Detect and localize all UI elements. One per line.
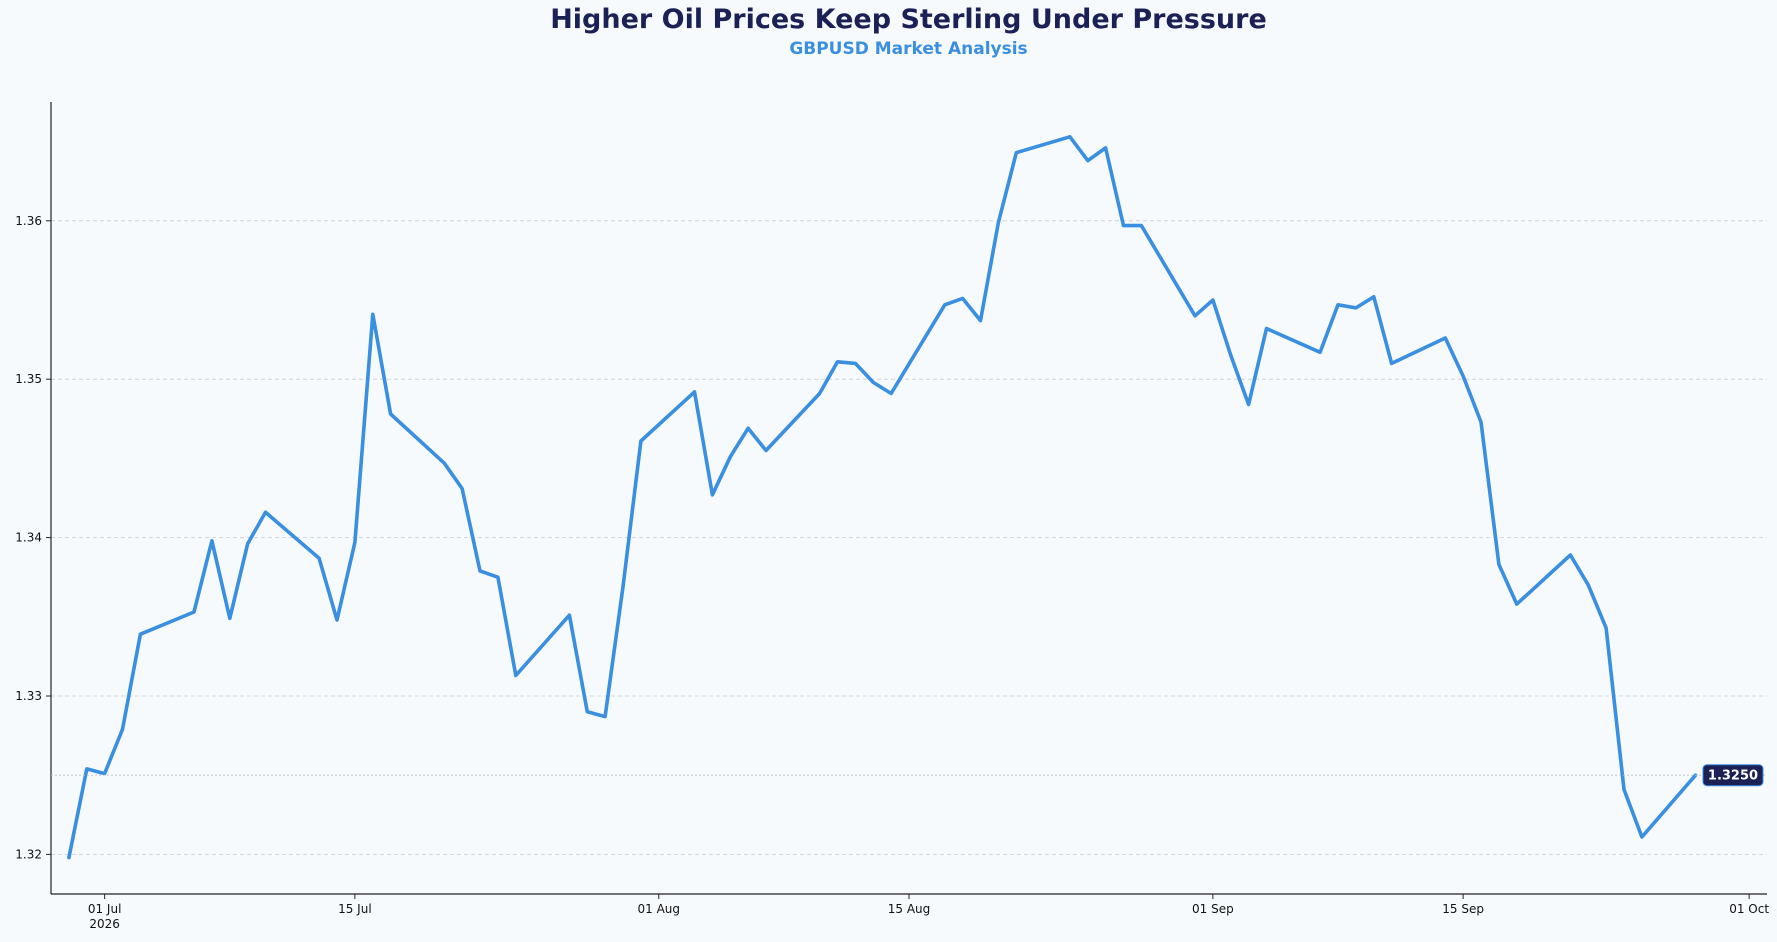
x-tick-sublabel: 2026 [89, 917, 120, 931]
x-tick-label: 15 Aug [888, 902, 931, 916]
chart-title: Higher Oil Prices Keep Sterling Under Pr… [550, 4, 1267, 35]
y-tick-label: 1.34 [15, 531, 42, 545]
y-tick-label: 1.32 [15, 847, 42, 861]
series [67, 135, 1698, 860]
x-tick-label: 01 Oct [1729, 902, 1769, 916]
last-value-badge [1702, 764, 1764, 787]
y-tick-label: 1.33 [15, 689, 42, 703]
x-tick-label: 01 Sep [1192, 902, 1234, 916]
y-tick-label: 1.36 [15, 214, 42, 228]
x-tick-label: 01 Aug [637, 902, 680, 916]
last-value-text: 1.3250 [1708, 769, 1758, 784]
series-line [67, 135, 1698, 860]
y-tick-label: 1.35 [15, 372, 42, 386]
x-tick-label: 01 Jul [88, 902, 122, 916]
y-ticks: 1.32 1.33 1.34 1.35 1.36 [15, 214, 51, 861]
x-tick-label: 15 Sep [1442, 902, 1484, 916]
grid-lines [51, 220, 1767, 855]
chart-subtitle: GBPUSD Market Analysis [789, 39, 1028, 59]
x-tick-label: 15 Jul [338, 902, 372, 916]
last-value-label: 1.3250 [51, 764, 1767, 787]
